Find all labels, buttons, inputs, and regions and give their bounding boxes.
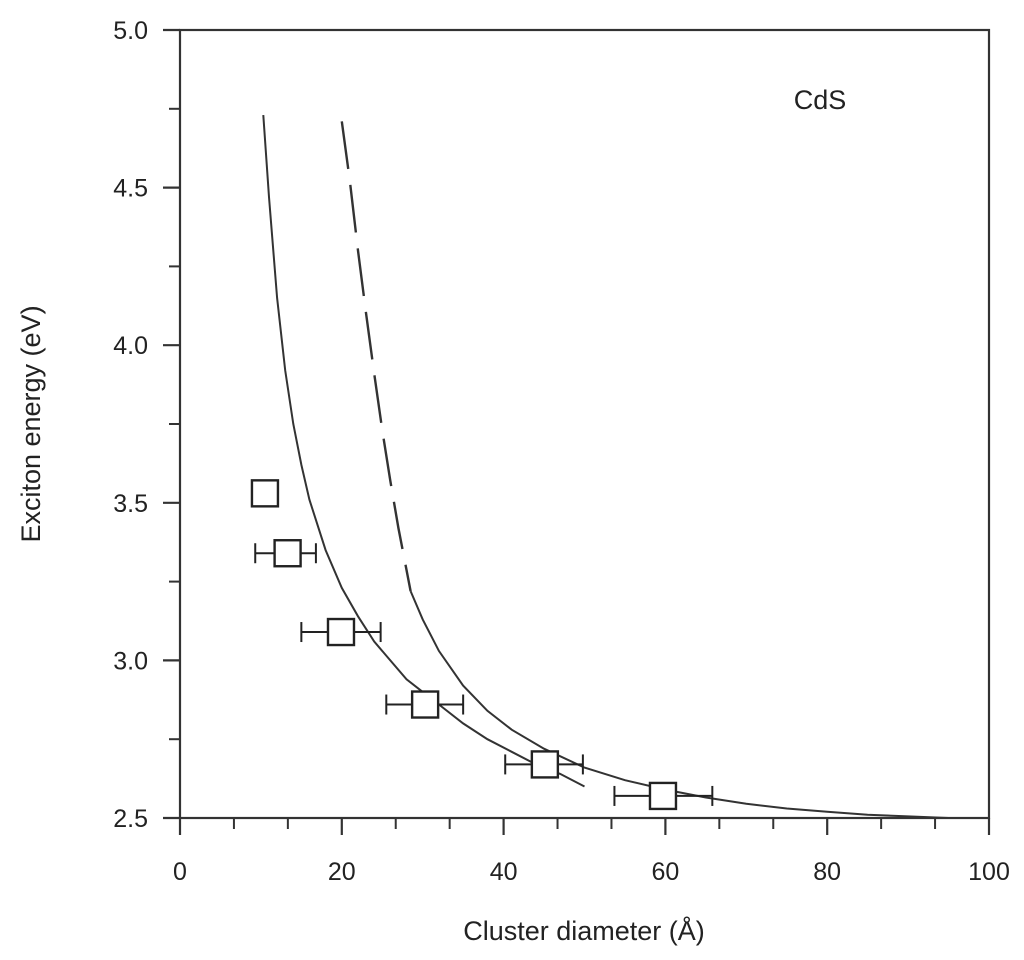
solid-curve — [409, 590, 989, 819]
y-tick-label: 5.0 — [113, 17, 148, 45]
major-ticks — [163, 28, 991, 835]
x-tick-label: 100 — [968, 858, 1010, 886]
data-point-square — [410, 690, 440, 719]
dashed-curve — [340, 121, 412, 592]
y-tick-label: 3.0 — [113, 647, 148, 675]
tick-labels: 0 20 40 60 80 100 2.5 3.0 3.5 4.0 4.5 5.0 — [113, 17, 1010, 886]
x-tick-label: 0 — [173, 858, 187, 886]
cds-label: CdS — [794, 85, 847, 115]
data-point-square — [326, 617, 356, 647]
curves — [262, 115, 989, 819]
data-point-square — [530, 750, 560, 779]
y-tick-label: 2.5 — [113, 805, 148, 833]
x-tick-label: 20 — [328, 858, 356, 886]
x-tick-label: 80 — [813, 858, 841, 886]
x-tick-label: 60 — [651, 858, 679, 886]
minor-ticks — [169, 107, 937, 829]
y-axis-title: Exciton energy (eV) — [16, 305, 46, 542]
y-tick-label: 4.0 — [113, 332, 148, 360]
plot-frame — [178, 28, 991, 820]
data-point-square — [250, 479, 280, 508]
x-axis-title: Cluster diameter (Å) — [463, 915, 705, 946]
x-tick-label: 40 — [490, 858, 518, 886]
data-point-square — [273, 539, 302, 568]
solid-curve — [262, 115, 585, 788]
y-tick-label: 3.5 — [113, 490, 148, 518]
data-markers — [250, 479, 714, 811]
data-point-square — [648, 781, 678, 811]
y-tick-label: 4.5 — [113, 175, 148, 203]
